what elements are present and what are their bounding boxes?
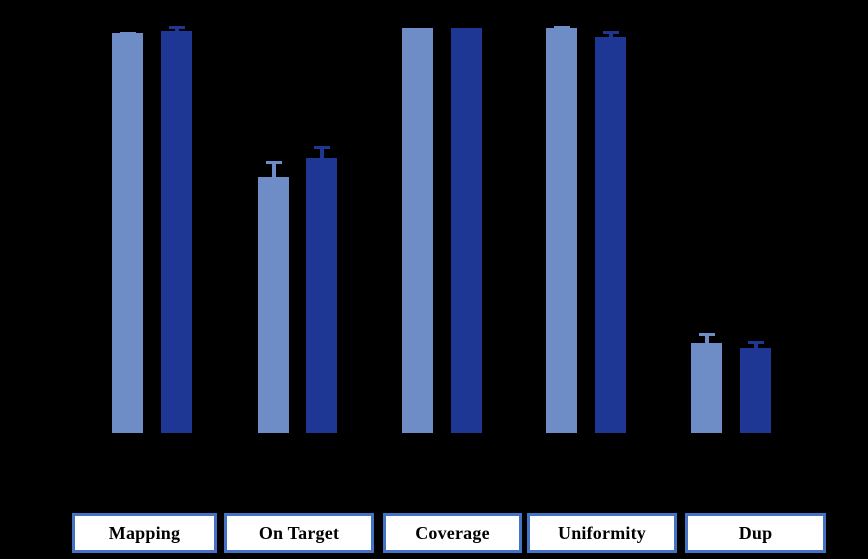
bar-mapping-light-blue-series <box>112 33 143 433</box>
error-whisker-on-target-light-blue-series <box>271 161 276 179</box>
bar-dup-dark-blue-series <box>740 348 771 433</box>
error-cap-on-target-light-blue-series <box>265 161 282 165</box>
category-label-mapping: Mapping <box>72 513 217 553</box>
category-label-coverage: Coverage <box>383 513 522 553</box>
bar-dup-light-blue-series <box>691 342 722 433</box>
error-cap-mapping-dark-blue-series <box>168 26 185 30</box>
bar-uniformity-light-blue-series <box>546 27 577 433</box>
error-whisker-uniformity-dark-blue-series <box>608 30 613 38</box>
bar-coverage-dark-blue-series <box>451 27 482 433</box>
category-label-uniformity: Uniformity <box>527 513 677 553</box>
bar-coverage-light-blue-series <box>402 27 433 433</box>
error-cap-uniformity-light-blue-series <box>553 25 570 29</box>
bar-mapping-dark-blue-series <box>161 31 192 433</box>
error-cap-mapping-light-blue-series <box>119 31 136 35</box>
category-label-on-target: On Target <box>224 513 374 553</box>
category-label-dup: Dup <box>685 513 826 553</box>
error-cap-uniformity-dark-blue-series <box>602 30 619 34</box>
error-whisker-dup-light-blue-series <box>704 332 709 344</box>
error-cap-dup-dark-blue-series <box>747 341 764 345</box>
bar-on-target-dark-blue-series <box>306 158 337 433</box>
bar-on-target-light-blue-series <box>258 177 289 433</box>
error-cap-on-target-dark-blue-series <box>313 146 330 150</box>
error-whisker-dup-dark-blue-series <box>753 341 758 350</box>
error-cap-dup-light-blue-series <box>698 332 715 336</box>
bar-uniformity-dark-blue-series <box>595 36 626 433</box>
error-whisker-on-target-dark-blue-series <box>319 146 324 160</box>
